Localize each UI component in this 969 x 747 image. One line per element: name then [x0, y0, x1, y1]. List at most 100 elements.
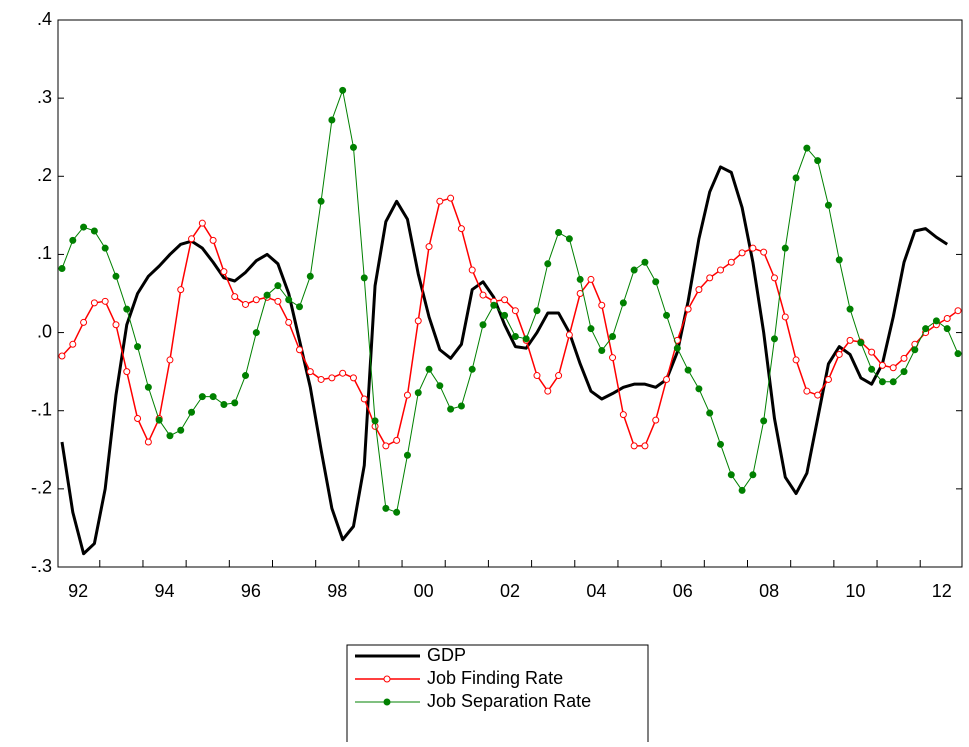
point	[803, 144, 811, 152]
point	[285, 296, 293, 304]
point	[954, 307, 962, 315]
point	[533, 372, 541, 380]
point	[144, 383, 152, 391]
point	[349, 143, 357, 151]
point	[814, 157, 822, 165]
point	[781, 244, 789, 252]
legend-label: Job Finding Rate	[427, 668, 563, 688]
point	[274, 282, 282, 290]
point	[58, 264, 66, 272]
x-tick-label: 98	[327, 581, 347, 601]
legend-frame	[346, 644, 649, 742]
point	[706, 409, 714, 417]
point	[770, 274, 778, 282]
y-tick-label: .1	[37, 243, 52, 263]
point	[770, 335, 778, 343]
point	[878, 361, 886, 369]
series-line	[60, 165, 949, 556]
point	[792, 174, 800, 182]
point	[555, 229, 563, 237]
y-tick-label: .2	[37, 165, 52, 185]
point	[878, 378, 886, 386]
point	[889, 378, 897, 386]
point	[749, 244, 757, 252]
point	[231, 399, 239, 407]
point	[252, 296, 260, 304]
point	[403, 391, 411, 399]
point	[295, 346, 303, 354]
y-tick-label: .0	[37, 321, 52, 341]
point	[188, 408, 196, 416]
point	[393, 436, 401, 444]
point	[360, 274, 368, 282]
point	[565, 331, 573, 339]
point	[846, 336, 854, 344]
point	[69, 340, 77, 348]
point	[641, 442, 649, 450]
point	[166, 432, 174, 440]
point	[900, 354, 908, 362]
legend	[346, 644, 649, 742]
point	[663, 375, 671, 383]
point	[598, 301, 606, 309]
x-tick-label: 94	[155, 581, 175, 601]
legend-label: Job Separation Rate	[427, 691, 591, 711]
point	[69, 236, 77, 244]
point	[80, 318, 88, 326]
plot-frame	[57, 19, 963, 568]
legend-marker	[383, 675, 391, 683]
point	[263, 291, 271, 299]
point	[479, 321, 487, 329]
point	[609, 354, 617, 362]
point	[738, 486, 746, 494]
point	[382, 442, 390, 450]
point	[177, 426, 185, 434]
point	[749, 471, 757, 479]
point	[403, 451, 411, 459]
point	[457, 402, 465, 410]
point	[717, 440, 725, 448]
point	[587, 275, 595, 283]
y-tick-label: -.1	[31, 399, 52, 419]
point	[544, 387, 552, 395]
point	[760, 417, 768, 425]
point	[317, 375, 325, 383]
x-tick-label: 10	[845, 581, 865, 601]
point	[652, 278, 660, 286]
point	[339, 369, 347, 377]
point	[835, 256, 843, 264]
point	[943, 325, 951, 333]
point	[576, 275, 584, 283]
point	[857, 339, 865, 347]
point	[90, 227, 98, 235]
point	[544, 260, 552, 268]
point	[242, 300, 250, 308]
point	[943, 315, 951, 323]
point	[684, 305, 692, 313]
point	[479, 291, 487, 299]
series-line	[61, 197, 959, 447]
point	[436, 197, 444, 205]
point	[954, 350, 962, 358]
point	[306, 272, 314, 280]
point	[80, 223, 88, 231]
point	[824, 201, 832, 209]
point	[824, 375, 832, 383]
point	[468, 266, 476, 274]
point	[868, 365, 876, 373]
x-tick-label: 00	[414, 581, 434, 601]
point	[166, 356, 174, 364]
point	[576, 290, 584, 297]
x-tick-label: 96	[241, 581, 261, 601]
point	[565, 235, 573, 243]
point	[706, 274, 714, 282]
x-tick-label: 04	[586, 581, 606, 601]
point	[198, 393, 206, 401]
point	[112, 321, 120, 329]
point	[285, 318, 293, 326]
point	[846, 305, 854, 313]
point	[339, 86, 347, 94]
point	[533, 307, 541, 315]
